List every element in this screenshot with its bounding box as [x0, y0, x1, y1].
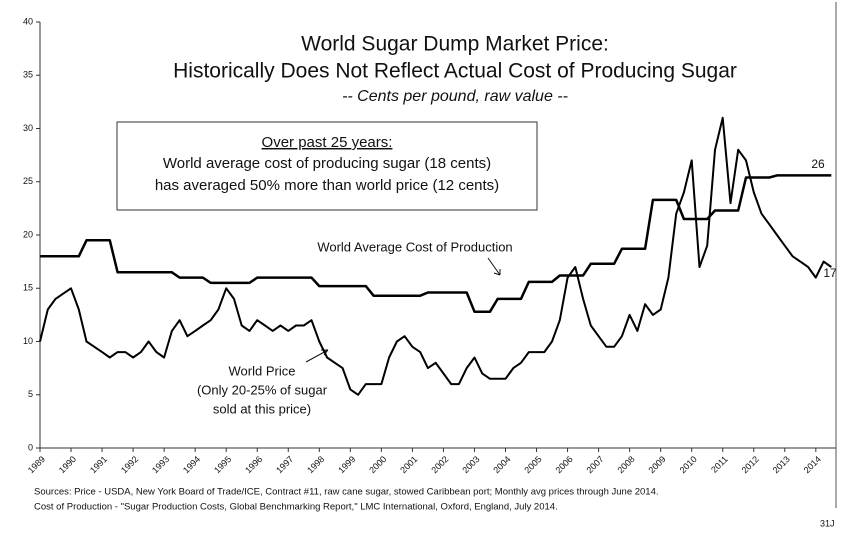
note-box	[116, 121, 538, 211]
y-tick-label: 20	[23, 229, 33, 239]
annotation: World Price	[229, 363, 296, 378]
x-tick-label: 2009	[647, 454, 668, 475]
x-tick-label: 2003	[460, 454, 481, 475]
x-tick-label: 2005	[522, 454, 543, 475]
x-tick-label: 2006	[553, 454, 574, 475]
y-tick-label: 10	[23, 336, 33, 346]
annotation: (Only 20-25% of sugar	[197, 382, 328, 397]
x-tick-label: 1991	[88, 454, 109, 475]
y-tick-label: 15	[23, 283, 33, 293]
y-tick-label: 25	[23, 176, 33, 186]
arrow	[487, 257, 501, 276]
note-line: World average cost of producing sugar (1…	[163, 155, 491, 172]
note-heading: Over past 25 years:	[262, 134, 393, 151]
annotation: sold at this price)	[213, 401, 311, 416]
x-tick-label: 1996	[243, 454, 264, 475]
x-tick-label: 1995	[212, 454, 233, 475]
y-tick-label: 30	[23, 123, 33, 133]
source-note: Sources: Price - USDA, New York Board of…	[34, 487, 659, 498]
end-label: 17	[823, 266, 837, 280]
x-tick-label: 2011	[709, 454, 730, 475]
x-tick-label: 2012	[740, 454, 761, 475]
x-tick-label: 2001	[398, 454, 419, 475]
x-tick-label: 1997	[274, 454, 295, 475]
page-number: 31J	[820, 518, 835, 528]
y-tick-label: 0	[28, 442, 33, 452]
y-tick-label: 5	[28, 389, 33, 399]
series-line	[40, 174, 832, 313]
end-label: 26	[811, 157, 825, 171]
x-tick-label: 2008	[615, 454, 636, 475]
x-tick-label: 2000	[367, 454, 388, 475]
note-line: has averaged 50% more than world price (…	[155, 177, 499, 194]
annotation: World Average Cost of Production	[317, 239, 512, 254]
x-tick-label: 1992	[119, 454, 140, 475]
x-tick-label: 2013	[771, 454, 792, 475]
x-tick-label: 2007	[584, 454, 605, 475]
x-tick-label: 1999	[336, 454, 357, 475]
x-tick-label: 1998	[305, 454, 326, 475]
x-tick-label: 1993	[150, 454, 171, 475]
y-tick-label: 35	[23, 70, 33, 80]
x-tick-label: 2002	[429, 454, 450, 475]
source-note: Cost of Production - "Sugar Production C…	[34, 502, 558, 513]
series-line	[39, 116, 832, 396]
x-tick-label: 1994	[181, 454, 202, 475]
x-tick-label: 1990	[57, 454, 78, 475]
x-tick-label: 2010	[678, 454, 699, 475]
chart-subtitle: -- Cents per pound, raw value --	[342, 88, 568, 105]
x-tick-label: 1989	[26, 454, 47, 475]
chart-title: Historically Does Not Reflect Actual Cos…	[173, 60, 737, 83]
chart-title: World Sugar Dump Market Price:	[301, 33, 609, 56]
x-tick-label: 2004	[491, 454, 512, 475]
y-tick-label: 40	[23, 16, 33, 26]
x-tick-label: 2014	[802, 454, 823, 475]
